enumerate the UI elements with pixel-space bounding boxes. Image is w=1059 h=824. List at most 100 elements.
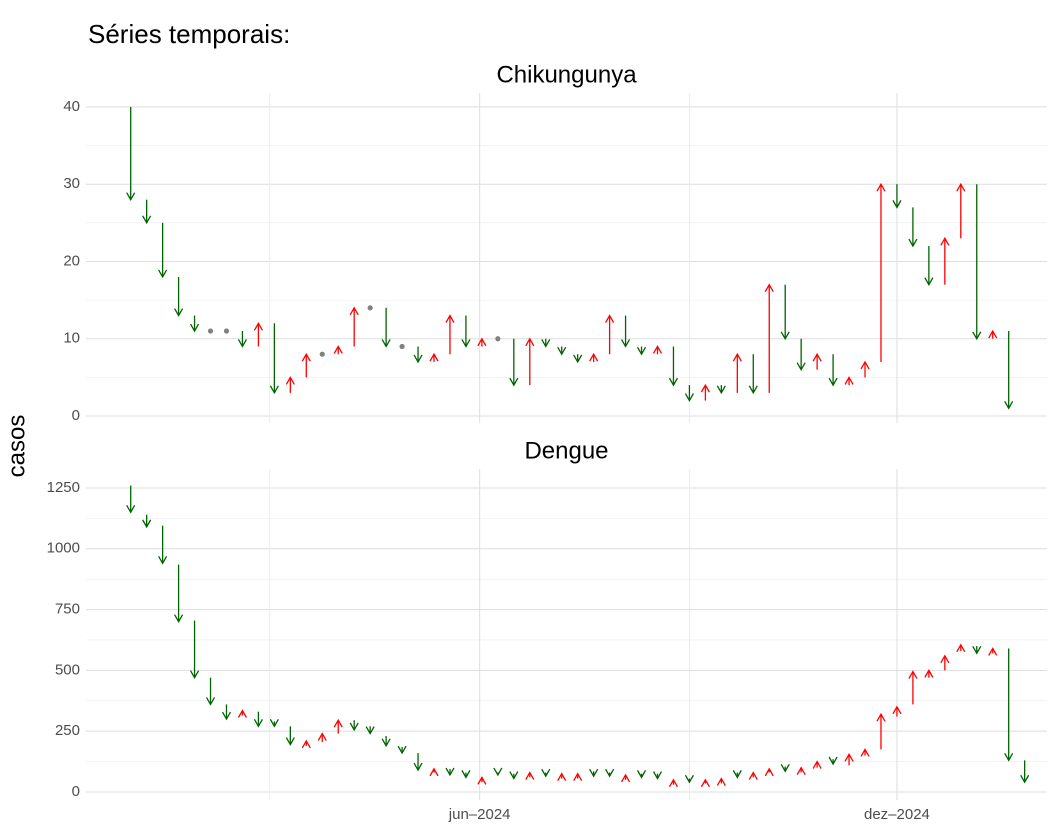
arrow-head bbox=[700, 778, 710, 788]
arrow-head bbox=[988, 329, 998, 339]
arrow-head bbox=[828, 756, 838, 766]
arrow bbox=[445, 314, 455, 355]
arrow-head bbox=[716, 385, 726, 395]
arrow-head bbox=[796, 362, 806, 371]
arrow-head bbox=[189, 323, 200, 333]
arrow bbox=[429, 352, 439, 362]
arrow-head bbox=[126, 192, 136, 201]
arrow bbox=[636, 770, 647, 779]
arrow bbox=[158, 525, 168, 565]
point bbox=[399, 343, 405, 350]
arrow-head bbox=[557, 772, 567, 782]
arrow bbox=[509, 338, 519, 387]
arrow bbox=[429, 767, 439, 777]
arrow bbox=[221, 704, 232, 721]
arrow bbox=[908, 670, 918, 705]
arrow-head bbox=[748, 771, 758, 780]
arrow bbox=[748, 354, 758, 395]
arrow-head bbox=[972, 646, 982, 655]
arrow-head bbox=[349, 306, 359, 316]
panel-title: Dengue bbox=[524, 437, 608, 464]
y-axis-label: casos bbox=[3, 415, 30, 478]
arrow-head bbox=[1020, 774, 1030, 784]
arrow-head bbox=[525, 771, 535, 780]
arrow bbox=[285, 726, 295, 746]
arrow-head bbox=[589, 768, 599, 778]
arrow bbox=[189, 620, 200, 679]
arrow bbox=[700, 383, 710, 401]
arrow bbox=[589, 768, 599, 778]
arrow-head bbox=[381, 738, 391, 748]
arrow bbox=[253, 321, 263, 347]
arrow bbox=[1020, 760, 1030, 784]
y-tick-label: 250 bbox=[55, 722, 80, 739]
arrow-head bbox=[301, 352, 311, 362]
arrow-head bbox=[557, 346, 567, 356]
arrow bbox=[956, 643, 966, 653]
arrow bbox=[573, 772, 583, 782]
arrow-head bbox=[142, 519, 152, 529]
arrow-head bbox=[860, 748, 870, 757]
arrow-head bbox=[221, 711, 232, 721]
arrow-head bbox=[413, 762, 423, 772]
arrow bbox=[621, 315, 631, 348]
arrow-head bbox=[860, 360, 870, 370]
arrow-head bbox=[189, 670, 200, 679]
arrow bbox=[365, 726, 375, 735]
y-tick-label: 750 bbox=[55, 601, 80, 618]
arrow bbox=[780, 763, 790, 773]
arrow-head bbox=[445, 314, 455, 323]
y-tick-label: 1250 bbox=[47, 479, 80, 496]
arrow-head bbox=[269, 385, 279, 395]
arrow-head bbox=[445, 767, 455, 777]
arrow-head bbox=[158, 556, 168, 565]
arrow-head bbox=[780, 331, 790, 341]
y-tick-label: 40 bbox=[63, 98, 80, 115]
point bbox=[367, 305, 373, 311]
arrow-head bbox=[621, 773, 631, 783]
arrow-head bbox=[429, 767, 439, 777]
arrow bbox=[174, 564, 184, 624]
arrow bbox=[924, 246, 934, 286]
arrow-head bbox=[205, 697, 216, 706]
arrow-head bbox=[413, 354, 423, 364]
arrow-head bbox=[908, 238, 918, 248]
arrow bbox=[812, 760, 822, 769]
arrow bbox=[509, 771, 519, 780]
arrow bbox=[349, 306, 359, 347]
arrow-head bbox=[940, 654, 950, 664]
y-tick-label: 20 bbox=[63, 252, 80, 269]
arrow bbox=[205, 677, 216, 706]
arrow-head bbox=[748, 385, 758, 395]
arrow bbox=[477, 337, 487, 347]
page-title: Séries temporais: bbox=[88, 19, 290, 49]
arrow bbox=[333, 345, 343, 355]
arrow bbox=[844, 752, 854, 766]
arrow bbox=[317, 732, 327, 743]
point bbox=[319, 351, 325, 357]
arrow-head bbox=[956, 643, 966, 653]
arrow-head bbox=[924, 277, 934, 286]
arrow-head bbox=[716, 777, 726, 786]
arrow bbox=[908, 207, 918, 248]
arrow bbox=[940, 236, 950, 285]
arrow bbox=[174, 276, 184, 317]
arrow-head bbox=[668, 377, 679, 387]
arrow-head bbox=[589, 352, 599, 362]
arrow bbox=[142, 514, 152, 529]
arrow bbox=[493, 767, 503, 777]
y-tick-label: 0 bbox=[72, 783, 80, 800]
x-tick-label: dez–2024 bbox=[864, 806, 930, 823]
arrow-head bbox=[285, 737, 295, 746]
arrow-head bbox=[700, 383, 710, 393]
arrow-head bbox=[142, 215, 152, 225]
arrow-head bbox=[652, 345, 663, 354]
arrow bbox=[732, 352, 742, 393]
arrow bbox=[589, 352, 599, 362]
arrow bbox=[237, 709, 248, 718]
arrow bbox=[732, 770, 742, 779]
arrow bbox=[525, 771, 535, 780]
point bbox=[207, 328, 214, 334]
arrow-head bbox=[349, 722, 359, 732]
